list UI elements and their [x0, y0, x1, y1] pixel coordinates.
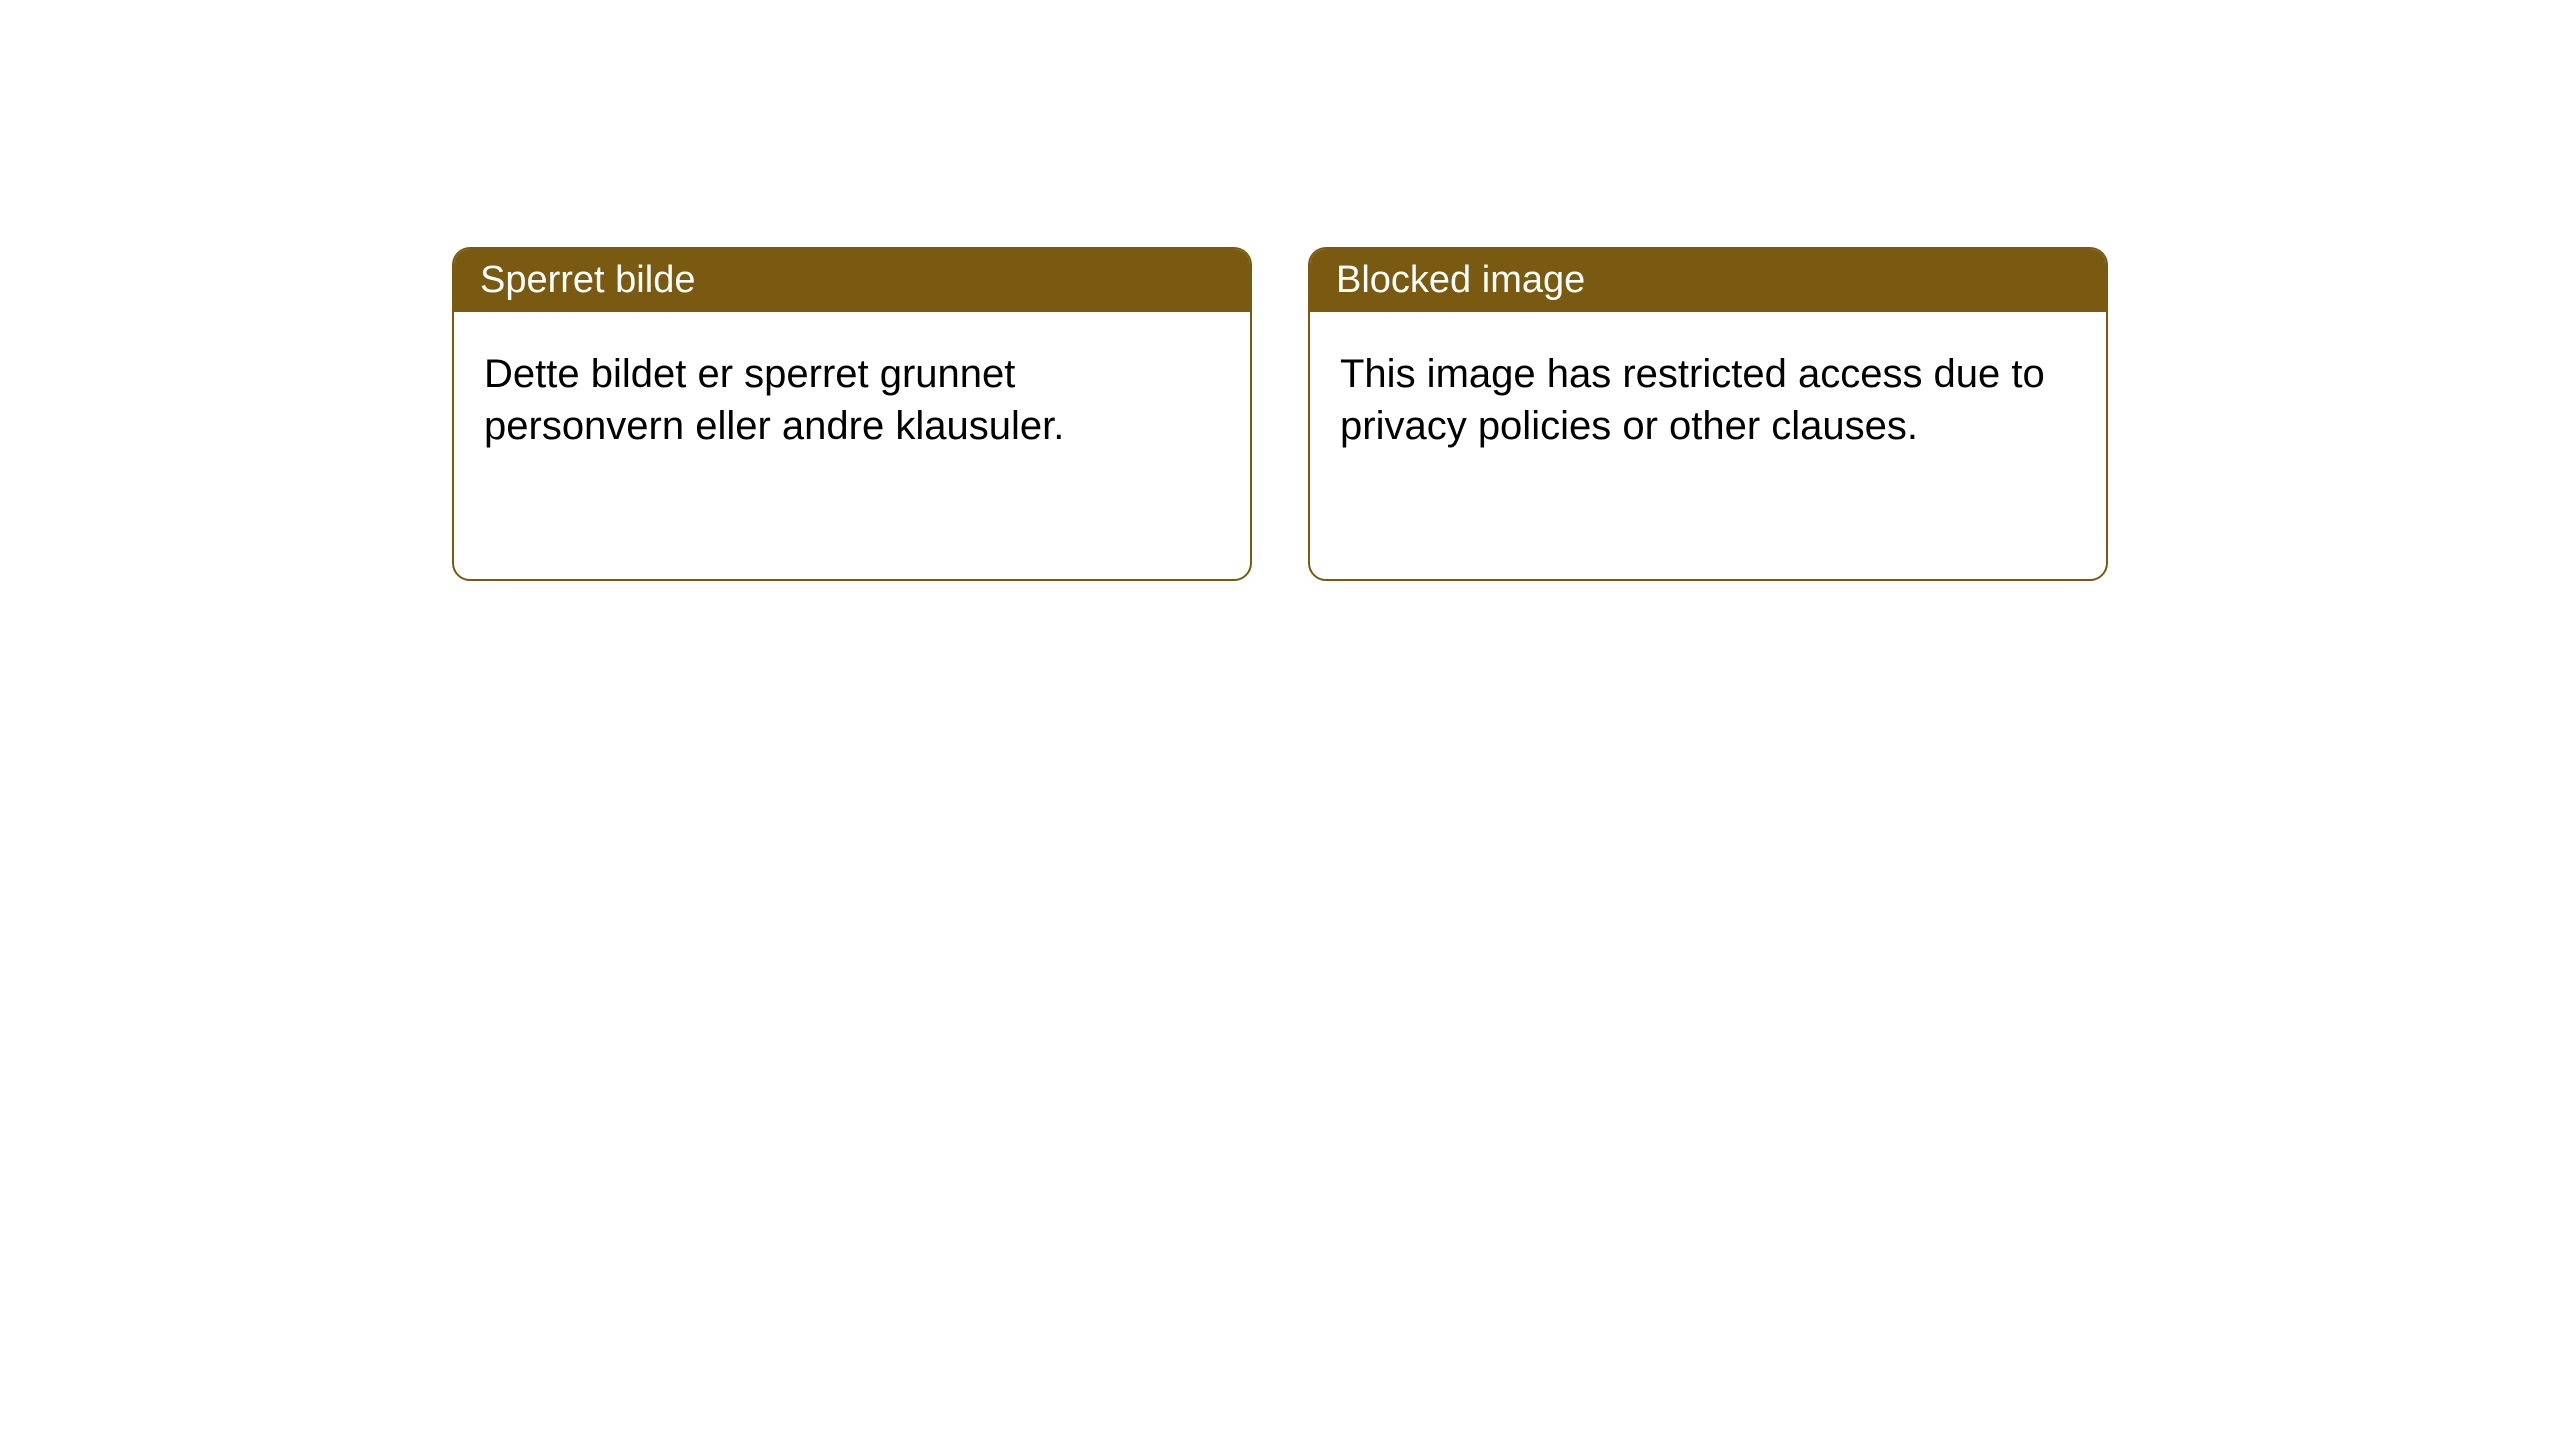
- card-text-norwegian: Dette bildet er sperret grunnet personve…: [484, 352, 1064, 448]
- card-text-english: This image has restricted access due to …: [1340, 352, 2045, 448]
- notice-card-norwegian: Sperret bilde Dette bildet er sperret gr…: [452, 247, 1252, 581]
- card-title-norwegian: Sperret bilde: [480, 259, 695, 301]
- card-body-english: This image has restricted access due to …: [1310, 312, 2106, 488]
- card-body-norwegian: Dette bildet er sperret grunnet personve…: [454, 312, 1250, 488]
- notice-card-english: Blocked image This image has restricted …: [1308, 247, 2108, 581]
- card-header-norwegian: Sperret bilde: [454, 249, 1250, 312]
- card-title-english: Blocked image: [1336, 259, 1585, 301]
- card-header-english: Blocked image: [1310, 249, 2106, 312]
- notice-cards-container: Sperret bilde Dette bildet er sperret gr…: [452, 247, 2108, 581]
